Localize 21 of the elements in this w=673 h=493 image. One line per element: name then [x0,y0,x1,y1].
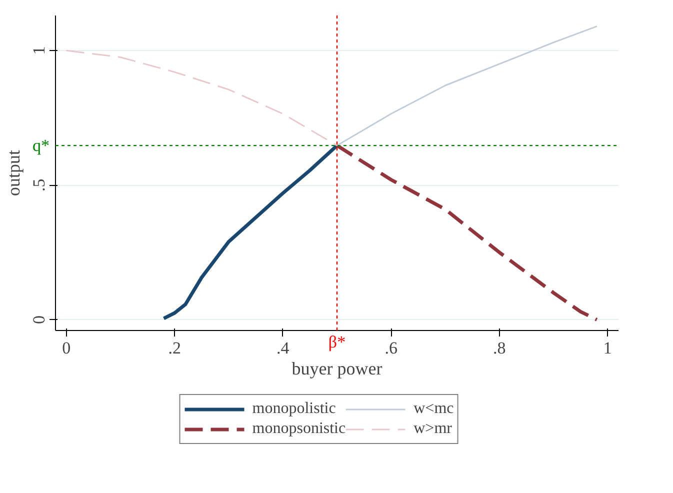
x-tick-label: .2 [168,338,181,358]
legend-label: w>mr [414,420,452,438]
x-tick-label: .4 [276,338,290,358]
x-tick-label: .8 [493,338,506,358]
legend-label: w<mc [414,400,454,418]
y-tick-label: 1 [30,46,48,55]
line-series [335,144,599,322]
ref-line-label: q* [32,136,50,156]
y-tick-label: .5 [30,178,48,192]
y-axis-title: output [4,150,24,196]
legend-label: monopolistic [252,400,336,418]
x-tick-label: 1 [603,338,612,358]
y-tick-label: 0 [30,315,48,324]
line-series [162,144,339,320]
x-tick-label: 0 [62,338,71,358]
x-axis-title: buyer power [292,358,382,378]
legend-label: monopsonistic [252,420,346,438]
line-series [336,26,598,146]
line-series [66,50,338,146]
ref-line-label: β* [328,332,346,352]
x-tick-label: .6 [384,338,398,358]
